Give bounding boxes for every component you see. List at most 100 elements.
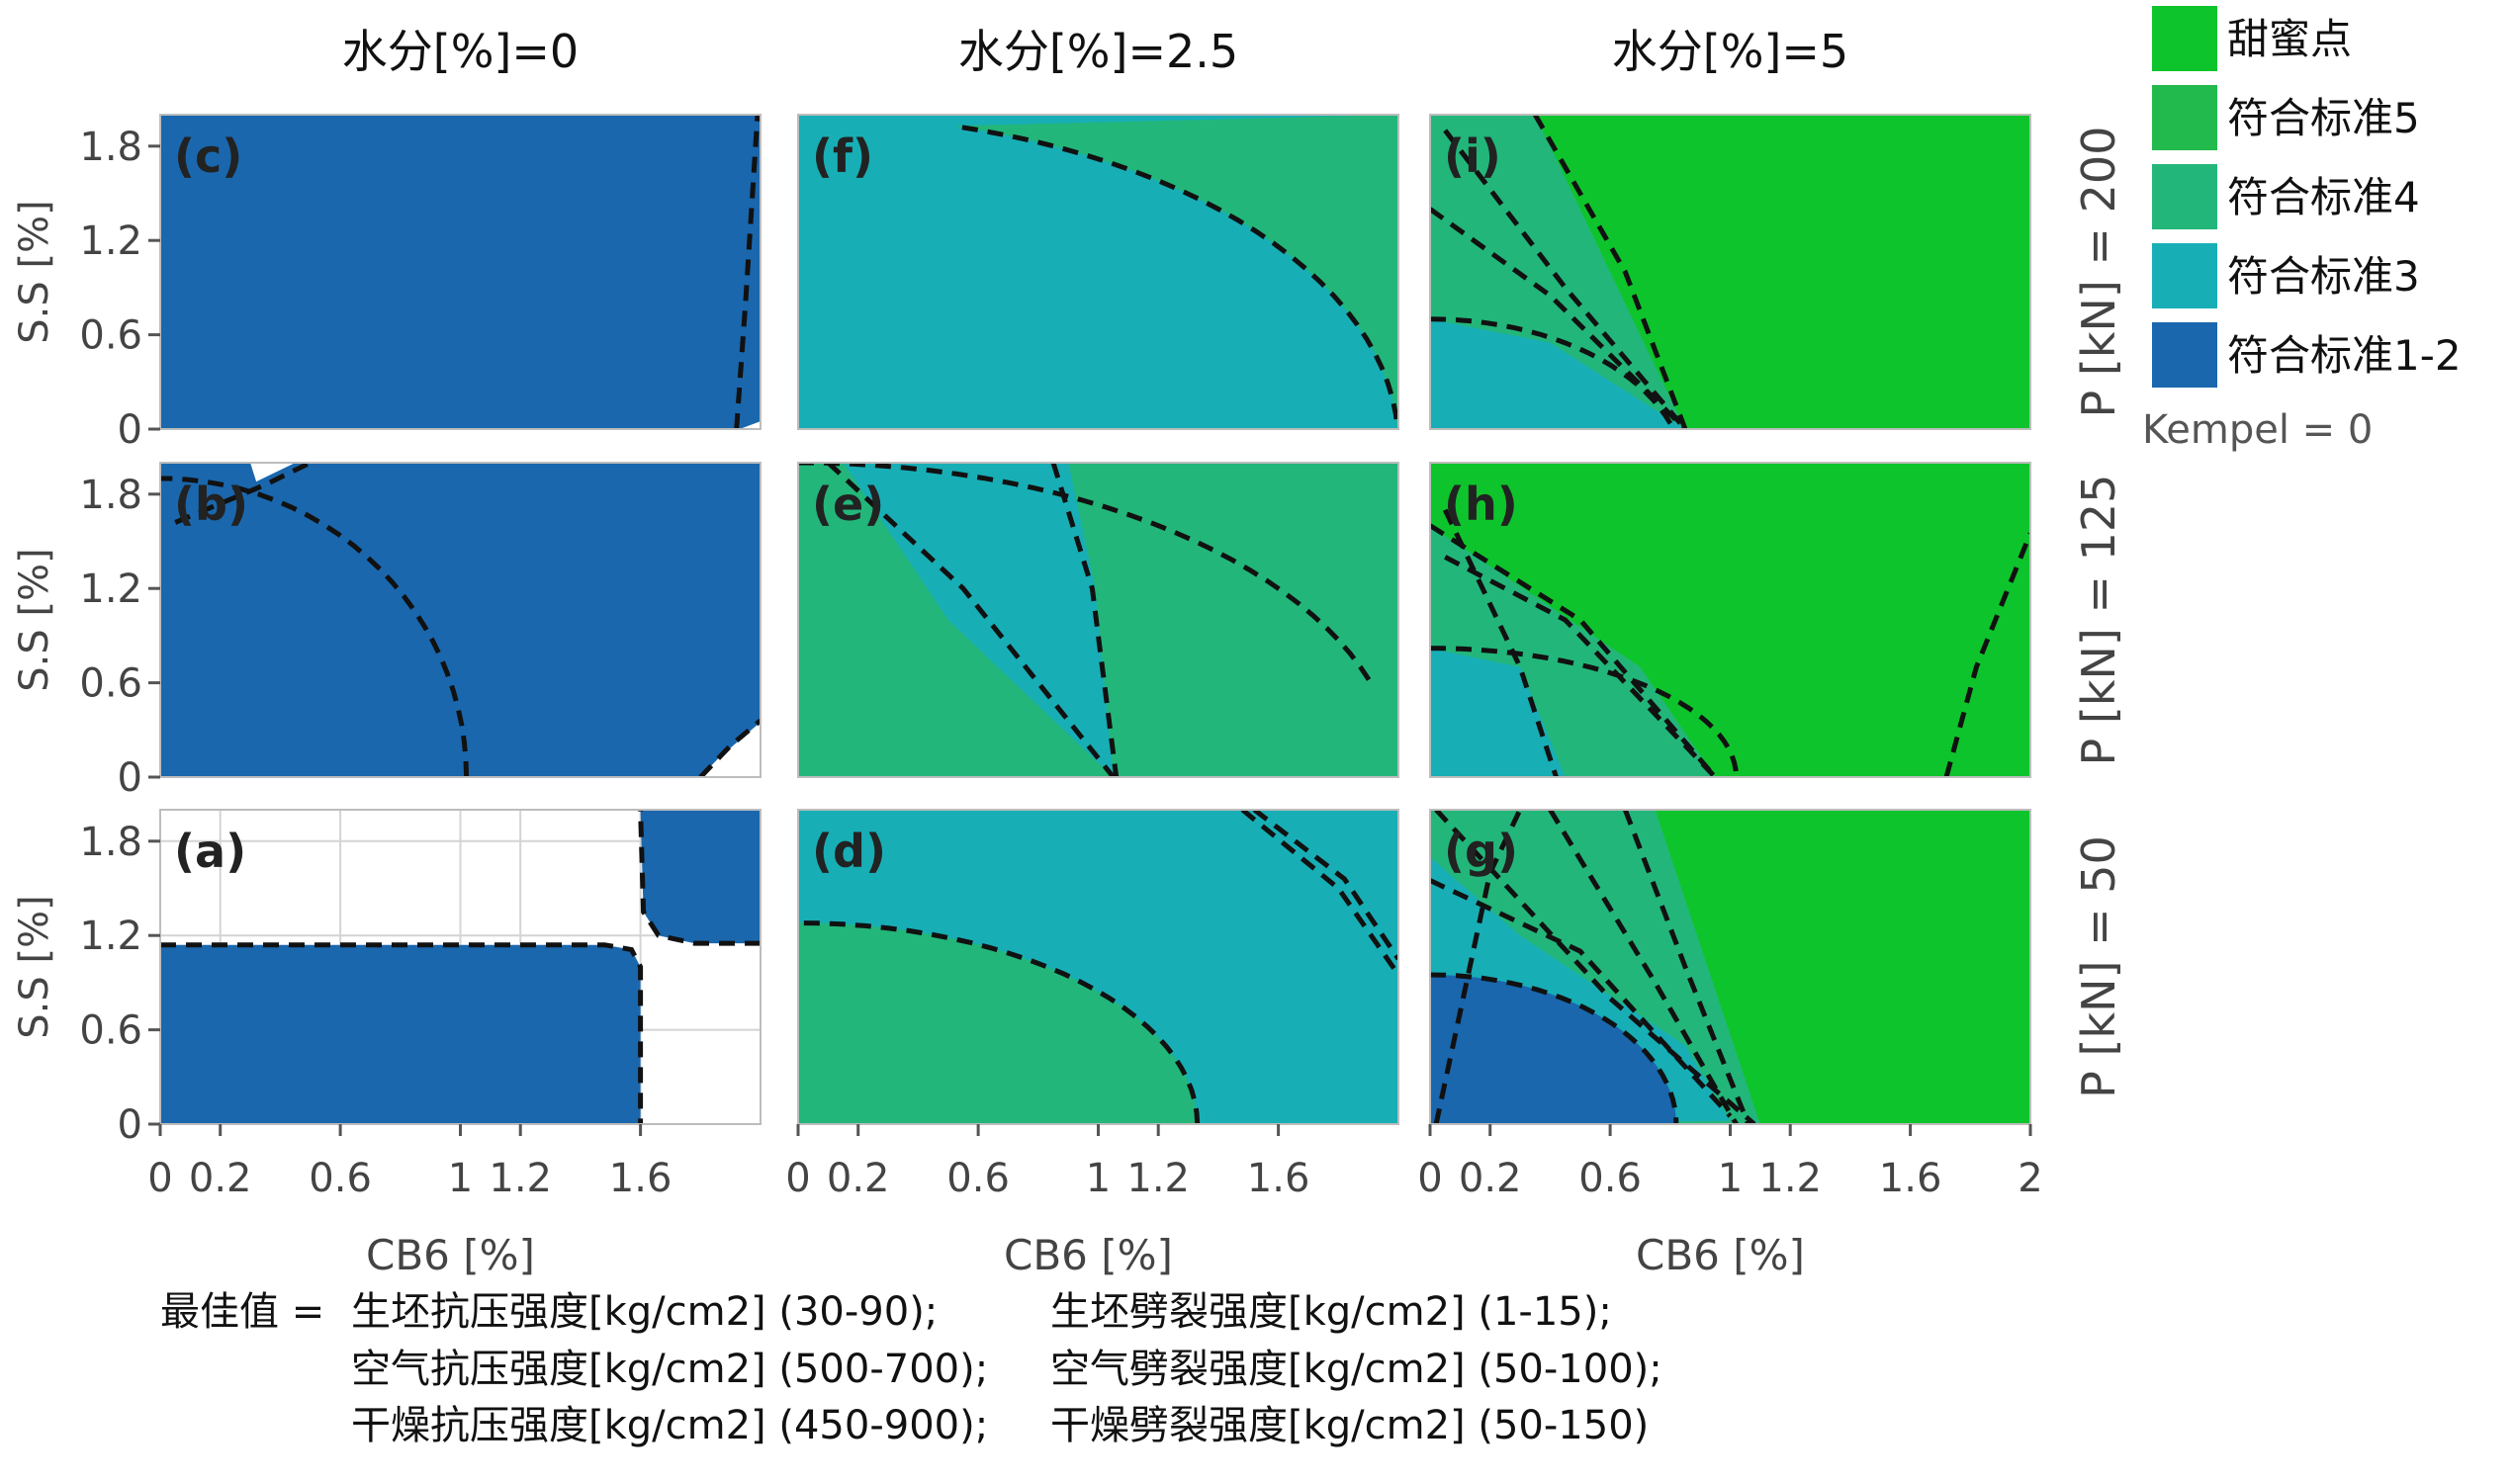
contour-line	[1430, 316, 1676, 429]
contour-line	[160, 942, 644, 1124]
panel-border	[797, 114, 1399, 430]
panel-label: (e)	[812, 478, 884, 531]
optimum-criterion-6: 干燥劈裂强度[kg/cm2] (50-150)	[1050, 1403, 1650, 1448]
optimum-criterion-4: 空气劈裂强度[kg/cm2] (50-100);	[1050, 1347, 1662, 1392]
region-standard-1-2	[1430, 880, 1676, 1124]
x-tick-label: 1.6	[1879, 1156, 1942, 1201]
y-tick-label: 0	[118, 755, 142, 801]
panels-layer: (c) (f) (i) (b) (e) (h) (a) (d) (g)	[159, 114, 2031, 1125]
legend-label: 符合标准4	[2227, 173, 2420, 221]
column-title: 水分[%]=2.5	[958, 25, 1238, 78]
y-tick-label: 1.8	[79, 125, 142, 170]
panel-contours	[1430, 115, 1688, 429]
x-axis-label: CB6 [%]	[1004, 1231, 1173, 1279]
x-tick-label: 1.2	[1126, 1156, 1190, 1201]
contour-line	[698, 718, 761, 777]
contour-line	[1943, 532, 2030, 777]
x-tick-label: 0	[147, 1156, 172, 1201]
legend-swatch	[2152, 164, 2217, 229]
optimum-criterion-3: 空气抗压强度[kg/cm2] (500-700);	[351, 1347, 989, 1392]
contour-line	[638, 810, 761, 946]
row-title: P [kN] = 50	[2072, 835, 2125, 1098]
region-standard-1-2	[160, 944, 641, 1124]
y-tick-label: 0.6	[79, 661, 142, 707]
optimum-criterion-1: 生坯抗压强度[kg/cm2] (30-90);	[351, 1289, 939, 1335]
y-tick-label: 1.8	[79, 473, 142, 518]
contour-line	[1240, 810, 1398, 977]
region-standard-1-2	[640, 810, 761, 944]
contour-line	[1622, 810, 1751, 1124]
y-tick-label: 0	[118, 1102, 142, 1148]
panel-border	[1429, 462, 2031, 778]
x-tick-label: 1.6	[1247, 1156, 1310, 1201]
panel-border	[159, 114, 762, 430]
legend-label: 甜蜜点	[2227, 15, 2352, 63]
x-tick-label: 2	[2018, 1156, 2042, 1201]
legend-label: 符合标准1-2	[2227, 331, 2462, 380]
panel-contours	[1430, 508, 2030, 777]
x-axis-label: CB6 [%]	[366, 1231, 535, 1279]
x-tick-label: 0.2	[1459, 1156, 1522, 1201]
x-tick-label: 0	[1417, 1156, 1442, 1201]
legend-swatch	[2152, 85, 2217, 150]
column-title: 水分[%]=0	[342, 25, 579, 78]
panel-label: (c)	[174, 130, 242, 183]
optimum-criterion-2: 生坯劈裂强度[kg/cm2] (1-15);	[1050, 1289, 1612, 1335]
contour-line	[1430, 972, 1679, 1124]
y-tick-label: 1.8	[79, 820, 142, 865]
x-tick-label: 1.2	[1758, 1156, 1822, 1201]
contour-line	[798, 463, 1372, 682]
panel-contours	[1430, 810, 1760, 1124]
x-tick-label: 0.2	[189, 1156, 252, 1201]
y-tick-label: 1.2	[79, 914, 142, 959]
contour-line	[1434, 810, 1756, 1124]
panel-label: (f)	[812, 130, 873, 183]
legend-swatch	[2152, 322, 2217, 388]
x-axis-label: CB6 [%]	[1636, 1231, 1805, 1279]
contour-line	[826, 463, 1116, 777]
row-title: P [kN] = 200	[2072, 127, 2125, 418]
x-tick-label: 1	[448, 1156, 473, 1201]
contour-line	[798, 920, 1201, 1124]
panel-contours	[952, 115, 1398, 429]
contour-line	[160, 476, 470, 777]
x-tick-label: 1	[1718, 1156, 1743, 1201]
contour-line	[1442, 508, 1559, 777]
axes-layer: 水分[%]=0 水分[%]=2.5 水分[%]=5 P [kN] = 200 P [kN…	[12, 25, 2125, 1279]
region-outside	[739, 421, 761, 429]
panel-label: (b)	[174, 478, 248, 531]
panel-contours	[798, 810, 1398, 1124]
legend-label: 符合标准3	[2227, 252, 2420, 301]
legend-swatch	[2152, 243, 2217, 308]
optimum-criterion-5: 干燥抗压强度[kg/cm2] (450-900);	[351, 1403, 989, 1448]
x-tick-label: 0.6	[309, 1156, 372, 1201]
panel-label: (h)	[1444, 478, 1518, 531]
panel-border	[797, 462, 1399, 778]
contour-line	[174, 463, 312, 525]
contour-line	[952, 123, 1398, 429]
contour-line	[1430, 878, 1733, 1118]
contour-line	[1430, 646, 1740, 777]
contour-line	[1252, 810, 1398, 961]
x-tick-label: 1	[1086, 1156, 1111, 1201]
y-axis-label: S.S [%]	[12, 200, 57, 343]
panel-border	[1429, 114, 2031, 430]
optimum-prefix: 最佳值 =	[160, 1289, 325, 1335]
contour-line	[1430, 523, 1718, 777]
x-tick-label: 0.6	[946, 1156, 1010, 1201]
x-tick-label: 1.6	[609, 1156, 673, 1201]
contour-line	[1533, 115, 1688, 429]
panel-background	[160, 115, 761, 429]
y-axis-label: S.S [%]	[12, 548, 57, 691]
x-tick-label: 1.2	[489, 1156, 552, 1201]
contour-line	[1444, 555, 1718, 777]
panel-border	[159, 462, 762, 778]
panel-contours	[160, 463, 761, 777]
x-tick-label: 0.6	[1578, 1156, 1642, 1201]
y-tick-label: 0.6	[79, 1008, 142, 1054]
region-outside	[250, 463, 296, 482]
panel-contours	[798, 463, 1372, 777]
legend-label: 符合标准5	[2227, 94, 2420, 142]
